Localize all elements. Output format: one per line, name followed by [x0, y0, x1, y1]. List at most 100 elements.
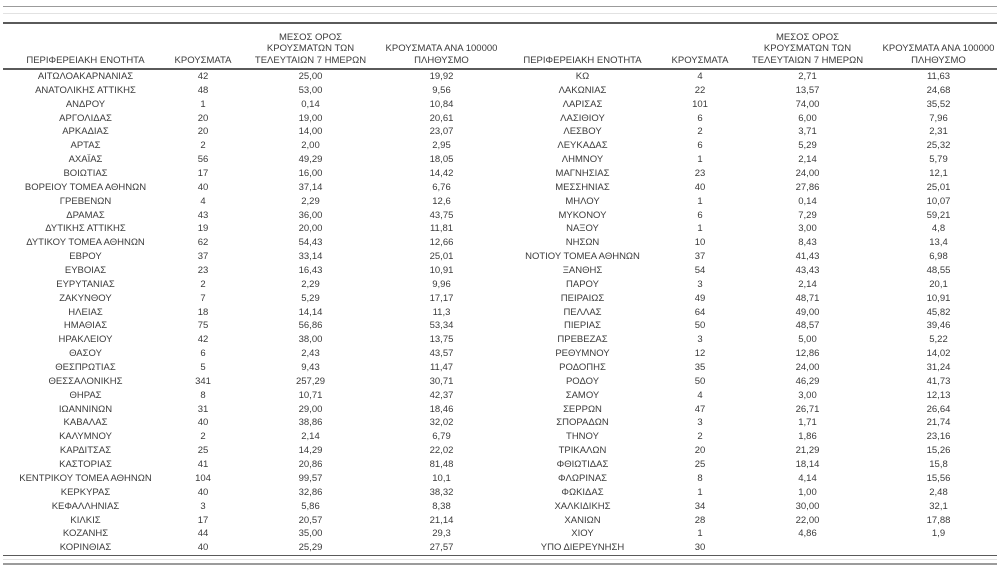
region-name: ΚΟΡΙΝΘΙΑΣ: [59, 542, 112, 554]
table-row: ΠΕΙΡΑΙΩΣ 49 48,71 10,91: [500, 292, 997, 306]
avg7-value: 54,43: [298, 237, 323, 249]
region-name: ΜΥΚΟΝΟΥ: [558, 209, 607, 221]
region-name: ΚΕΝΤΡΙΚΟΥ ΤΟΜΕΑ ΑΘΗΝΩΝ: [19, 472, 152, 484]
cases-value: 1: [697, 486, 703, 498]
table-row: ΚΑΒΑΛΑΣ 40 38,86 32,02: [3, 416, 500, 430]
avg7-value: 2,14: [798, 154, 817, 166]
bottom-outer-divider: [3, 563, 997, 565]
table-row: ΕΒΡΟΥ 37 33,14 25,01: [3, 250, 500, 264]
avg7-value: 25,00: [298, 71, 323, 82]
avg7-value: 20,57: [298, 514, 323, 526]
avg7-value: 2,00: [301, 140, 320, 152]
avg7-value: 13,57: [795, 84, 820, 96]
per100k-value: 45,82: [926, 306, 951, 318]
region-name: ΖΑΚΥΝΘΟΥ: [59, 292, 112, 304]
cases-value: 47: [694, 403, 706, 415]
cases-value: 1: [697, 154, 703, 166]
per100k-value: 25,01: [926, 181, 951, 193]
region-name: ΠΕΛΛΑΣ: [563, 306, 602, 318]
per100k-value: 31,24: [926, 362, 951, 374]
avg7-value: 3,00: [798, 389, 817, 401]
column-header-per100k: ΚΡΟΥΣΜΑΤΑ ΑΝΑ 100000 ΠΛΗΘΥΣΜΟ: [880, 23, 997, 70]
region-name: ΑΡΤΑΣ: [70, 140, 101, 152]
cases-value: 6: [697, 209, 703, 221]
table-row: ΧΙΟΥ 1 4,86 1,9: [500, 527, 997, 541]
table-row: ΑΡΤΑΣ 2 2,00 2,95: [3, 139, 500, 153]
avg7-value: 25,29: [298, 542, 323, 554]
avg7-value: 2,43: [301, 348, 320, 360]
region-name: ΘΑΣΟΥ: [69, 348, 102, 360]
table-row: ΗΛΕΙΑΣ 18 14,14 11,3: [3, 306, 500, 320]
cases-value: 28: [694, 514, 706, 526]
table-row: ΑΡΚΑΔΙΑΣ 20 14,00 23,07: [3, 125, 500, 139]
per100k-value: 32,1: [929, 500, 948, 512]
avg7-value: 9,43: [301, 362, 320, 374]
table-row: ΛΕΣΒΟΥ 2 3,71 2,31: [500, 125, 997, 139]
per100k-value: 15,8: [929, 459, 948, 471]
region-name: ΦΘΙΩΤΙΔΑΣ: [556, 459, 609, 471]
table-row: ΜΕΣΣΗΝΙΑΣ 40 27,86 25,01: [500, 181, 997, 195]
region-name: ΚΕΡΚΥΡΑΣ: [60, 486, 111, 498]
table-row: ΥΠΟ ΔΙΕΡΕΥΝΗΣΗ 30: [500, 541, 997, 555]
per100k-value: 7,96: [929, 112, 948, 124]
column-header-avg7: ΜΕΣΟΣ ΟΡΟΣ ΚΡΟΥΣΜΑΤΩΝ ΤΩΝ ΤΕΛΕΥΤΑΙΩΝ 7 Η…: [735, 23, 880, 70]
region-name: ΝΗΣΩΝ: [565, 237, 600, 249]
per100k-value: 10,91: [429, 265, 454, 277]
table-row: ΑΝΔΡΟΥ 1 0,14 10,84: [3, 98, 500, 112]
avg7-value: 2,29: [301, 195, 320, 207]
table-row: ΠΑΡΟΥ 3 2,14 20,1: [500, 278, 997, 292]
table-row: ΚΩ 4 2,71 11,63: [500, 69, 997, 84]
region-name: ΚΩ: [575, 71, 590, 82]
avg7-value: [735, 541, 880, 555]
table-row: ΝΟΤΙΟΥ ΤΟΜΕΑ ΑΘΗΝΩΝ 37 41,43 6,98: [500, 250, 997, 264]
avg7-value: 16,00: [298, 168, 323, 180]
per100k-value: 4,8: [931, 223, 946, 235]
table-row: ΚΟΖΑΝΗΣ 44 35,00 29,3: [3, 527, 500, 541]
avg7-value: 5,86: [301, 500, 320, 512]
cases-value: 37: [694, 251, 706, 263]
table-row: ΕΥΡΥΤΑΝΙΑΣ 2 2,29 9,96: [3, 278, 500, 292]
avg7-value: 4,86: [798, 528, 817, 540]
cases-value: 7: [200, 292, 206, 304]
region-name: ΜΕΣΣΗΝΙΑΣ: [555, 181, 610, 193]
region-name: ΚΙΛΚΙΣ: [70, 514, 101, 526]
cases-value: 12: [694, 348, 706, 360]
avg7-value: 1,00: [798, 486, 817, 498]
region-name: ΗΛΕΙΑΣ: [68, 306, 103, 318]
table-row: ΠΕΛΛΑΣ 64 49,00 45,82: [500, 306, 997, 320]
column-header-cases: ΚΡΟΥΣΜΑΤΑ: [665, 23, 735, 70]
per100k-value: 10,91: [926, 292, 951, 304]
per100k-value: 30,71: [429, 375, 454, 387]
cases-value: 54: [694, 265, 706, 277]
avg7-value: 14,14: [298, 306, 323, 318]
table-row: ΚΑΛΥΜΝΟΥ 2 2,14 6,79: [3, 430, 500, 444]
per100k-value: 20,61: [429, 112, 454, 124]
region-name: ΧΙΟΥ: [571, 528, 594, 540]
per100k-value: 81,48: [429, 459, 454, 471]
avg7-value: 48,57: [795, 320, 820, 332]
region-name: ΔΥΤΙΚΗΣ ΑΤΤΙΚΗΣ: [45, 223, 126, 235]
cases-value: 64: [694, 306, 706, 318]
per100k-value: 11,3: [432, 306, 451, 318]
bottom-inner-divider: [3, 559, 997, 560]
per100k-value: 39,46: [926, 320, 951, 332]
region-name: ΣΠΟΡΑΔΩΝ: [556, 417, 609, 429]
region-name: ΦΛΩΡΙΝΑΣ: [557, 472, 608, 484]
cases-table-right: ΠΕΡΙΦΕΡΕΙΑΚΗ ΕΝΟΤΗΤΑ ΚΡΟΥΣΜΑΤΑ ΜΕΣΟΣ ΟΡΟ…: [500, 22, 997, 557]
cases-value: 4: [697, 389, 703, 401]
avg7-value: 2,14: [301, 431, 320, 443]
table-row: ΚΕΡΚΥΡΑΣ 40 32,86 38,32: [3, 486, 500, 500]
avg7-value: 14,00: [298, 126, 323, 138]
regional-cases-tables: ΠΕΡΙΦΕΡΕΙΑΚΗ ΕΝΟΤΗΤΑ ΚΡΟΥΣΜΑΤΑ ΜΕΣΟΣ ΟΡΟ…: [3, 22, 997, 557]
per100k-value: 13,75: [429, 334, 454, 346]
cases-value: 56: [197, 154, 209, 166]
cases-value: 23: [694, 168, 706, 180]
table-row: ΗΜΑΘΙΑΣ 75 56,86 53,34: [3, 319, 500, 333]
per100k-value: 5,79: [929, 154, 948, 166]
region-name: ΒΟΙΩΤΙΑΣ: [63, 168, 108, 180]
cases-value: 19: [197, 223, 209, 235]
cases-value: 50: [694, 320, 706, 332]
avg7-value: 3,71: [798, 126, 817, 138]
cases-value: 1: [200, 98, 206, 110]
region-name: ΠΑΡΟΥ: [566, 278, 599, 290]
